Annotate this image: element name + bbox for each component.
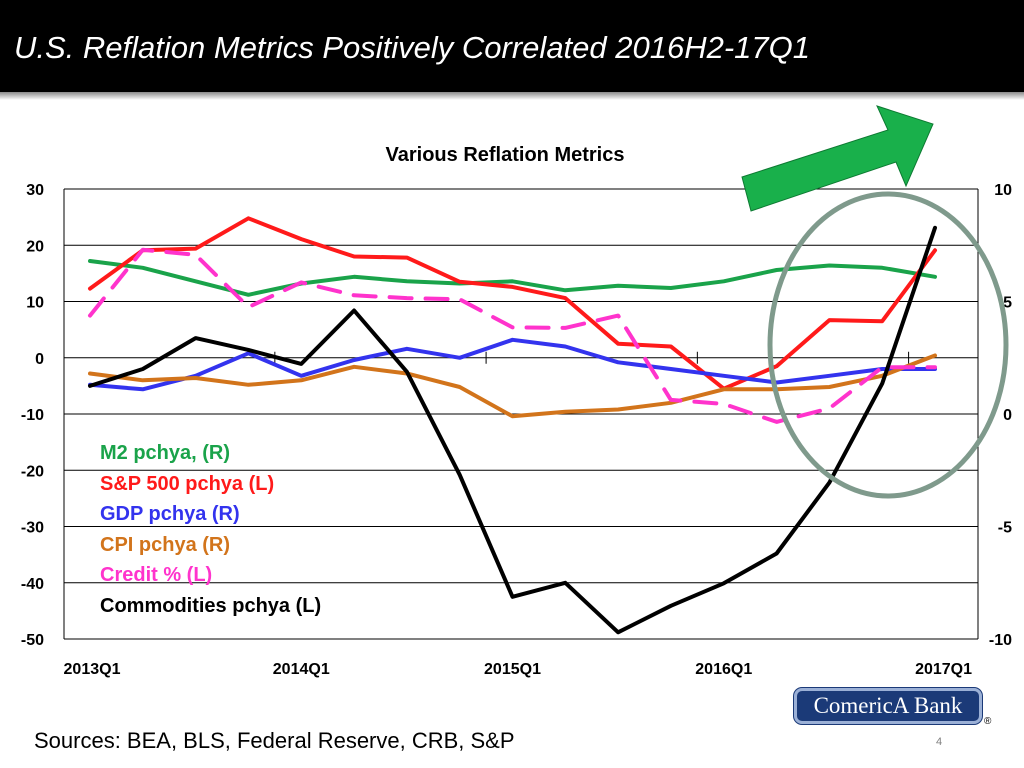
page-number: 4 [936, 736, 943, 748]
x-tick-label: 2015Q1 [484, 661, 541, 678]
left-tick-label: -10 [21, 407, 44, 424]
slide-title: U.S. Reflation Metrics Positively Correl… [14, 30, 811, 65]
legend-sp500: S&P 500 pchya (L) [100, 472, 275, 495]
left-tick-label: -20 [21, 463, 44, 480]
title-bar: U.S. Reflation Metrics Positively Correl… [0, 0, 1024, 92]
x-tick-label: 2013Q1 [64, 661, 121, 678]
legend-cpi: CPI pchya (R) [100, 533, 231, 556]
x-tick-label: 2017Q1 [915, 661, 972, 678]
x-tick-label: 2014Q1 [273, 661, 330, 678]
comerica-logo: ComericA Bank [794, 688, 982, 724]
chart-legend: M2 pchya, (R) S&P 500 pchya (L) GDP pchy… [100, 438, 321, 621]
right-tick-label: -5 [998, 520, 1012, 537]
series-line-credit [88, 247, 937, 424]
sources-note: Sources: BEA, BLS, Federal Reserve, CRB,… [34, 728, 515, 753]
chart-title: Various Reflation Metrics [386, 144, 625, 166]
series-line-cpi [88, 353, 937, 419]
highlight-ellipse [767, 191, 1009, 499]
right-tick-label: 5 [1003, 295, 1012, 312]
left-tick-label: 20 [26, 238, 44, 255]
trend-arrow-icon [741, 105, 934, 212]
legend-m2: M2 pchya, (R) [100, 442, 231, 464]
right-tick-label: -10 [989, 632, 1012, 649]
legend-gdp: GDP pchya (R) [100, 503, 240, 525]
title-shadow [0, 92, 1024, 100]
legend-credit: Credit % (L) [100, 564, 213, 586]
left-tick-label: -50 [21, 632, 44, 649]
x-tick-label: 2016Q1 [695, 661, 752, 678]
series-line-gdp [88, 337, 937, 392]
series-line-sp500 [88, 216, 937, 391]
left-tick-label: 30 [26, 182, 44, 199]
left-tick-label: -40 [21, 576, 44, 593]
left-tick-label: -30 [21, 520, 44, 537]
series-line-m2 [88, 259, 937, 297]
left-tick-label: 0 [35, 351, 44, 368]
right-tick-label: 10 [994, 182, 1012, 199]
right-tick-label: 0 [1003, 407, 1012, 424]
series-line-commodities [88, 225, 937, 635]
reflation-chart: Various Reflation Metrics 30 20 10 0 -10 -20 -3… [21, 105, 1012, 678]
left-tick-label: 10 [26, 295, 44, 312]
legend-commodities: Commodities pchya (L) [100, 594, 322, 617]
registered-mark: ® [984, 716, 992, 727]
